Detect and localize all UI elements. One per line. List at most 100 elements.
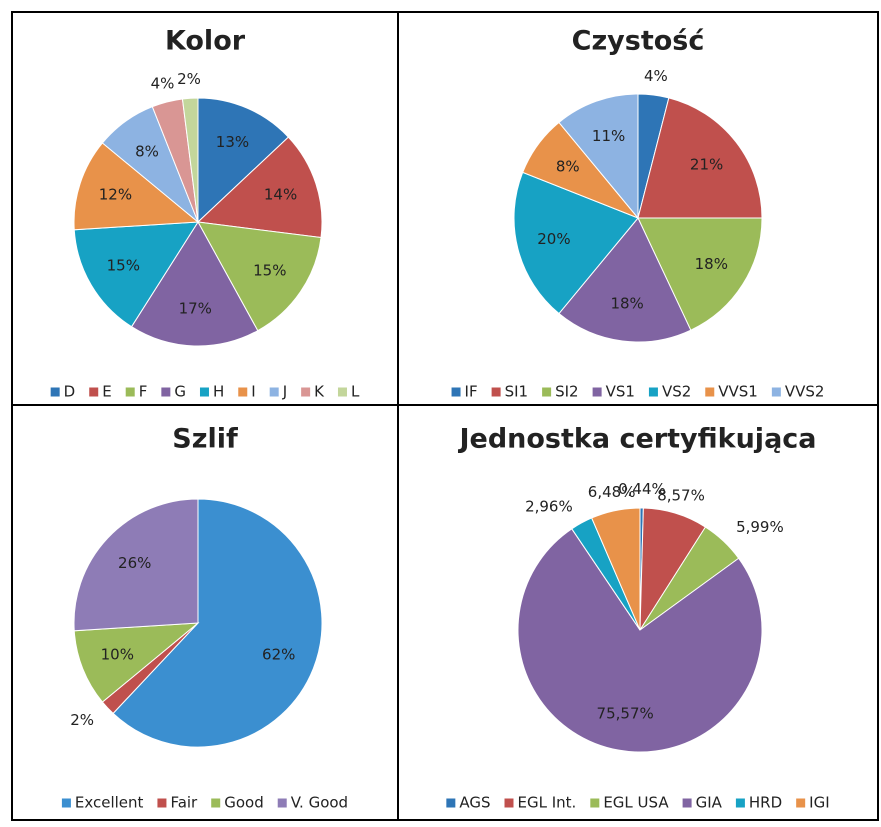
legend-label: G xyxy=(174,383,186,401)
legend-swatch xyxy=(277,798,287,808)
data-label: 2% xyxy=(177,70,201,88)
legend-swatch xyxy=(796,798,806,808)
data-label: 75,57% xyxy=(597,705,654,723)
pie-slice xyxy=(637,217,763,331)
legend-label: E xyxy=(102,383,111,401)
chart-title: Kolor xyxy=(165,26,246,57)
legend-swatch xyxy=(682,798,692,808)
legend-label: EGL Int. xyxy=(518,794,577,812)
data-label: 13% xyxy=(216,133,249,151)
data-label: 5,99% xyxy=(736,518,784,536)
pie-slice xyxy=(73,622,200,703)
data-label: 15% xyxy=(107,257,140,275)
legend-label: D xyxy=(64,383,76,401)
legend-label: Good xyxy=(224,794,264,812)
pie-slice xyxy=(558,93,639,220)
data-label: 8% xyxy=(135,142,159,160)
legend-label: VVS1 xyxy=(718,383,758,401)
legend-label: Excellent xyxy=(75,794,144,812)
frame xyxy=(11,11,879,821)
data-label: 21% xyxy=(690,155,723,173)
data-label: 12% xyxy=(99,186,132,204)
pie-slice xyxy=(112,498,323,748)
data-label: 2% xyxy=(70,711,94,729)
legend-swatch xyxy=(199,387,209,397)
data-label: 8% xyxy=(556,157,580,175)
pie-slice xyxy=(73,142,200,231)
data-label: 11% xyxy=(592,127,625,145)
data-label: 18% xyxy=(610,295,643,313)
pie-slice xyxy=(196,136,323,239)
legend-swatch xyxy=(125,387,135,397)
legend-swatch xyxy=(491,387,501,397)
legend-label: I xyxy=(251,383,255,401)
data-label: 6,48% xyxy=(588,483,636,501)
legend-swatch xyxy=(61,798,71,808)
legend-label: IF xyxy=(465,383,478,401)
pie-slice xyxy=(197,97,290,224)
legend-label: F xyxy=(139,383,148,401)
chart-title: Czystość xyxy=(572,26,705,57)
legend-swatch xyxy=(337,387,347,397)
legend-label: AGS xyxy=(459,794,490,812)
pie-slice xyxy=(73,498,199,632)
legend-label: J xyxy=(282,383,287,401)
legend-swatch xyxy=(590,798,600,808)
data-label: 8,57% xyxy=(657,486,705,504)
legend-label: IGI xyxy=(809,794,829,812)
data-label: 2,96% xyxy=(525,497,573,515)
pie-slice xyxy=(181,97,199,223)
legend-label: VS1 xyxy=(606,383,635,401)
data-label: 14% xyxy=(264,186,297,204)
legend-label: VS2 xyxy=(662,383,691,401)
chart-title: Szlif xyxy=(172,424,238,455)
legend-label: SI1 xyxy=(505,383,529,401)
legend-swatch xyxy=(648,387,658,397)
legend-label: SI2 xyxy=(555,383,579,401)
legend-swatch xyxy=(451,387,461,397)
pie-slice xyxy=(513,171,639,315)
legend-label: GIA xyxy=(696,794,723,812)
pie-slice xyxy=(197,221,322,332)
data-label: 4% xyxy=(151,74,175,92)
legend-swatch xyxy=(161,387,171,397)
legend-swatch xyxy=(269,387,279,397)
data-label: 10% xyxy=(101,645,134,663)
legend-swatch xyxy=(542,387,552,397)
legend-swatch xyxy=(238,387,248,397)
legend-swatch xyxy=(771,387,781,397)
legend-swatch xyxy=(735,798,745,808)
legend-swatch xyxy=(705,387,715,397)
legend-swatch xyxy=(89,387,99,397)
pie-slice xyxy=(130,221,259,347)
pie-slice xyxy=(591,507,641,631)
legend-label: K xyxy=(314,383,325,401)
pie-slice xyxy=(73,221,199,328)
pie-slice xyxy=(558,217,692,343)
legend-swatch xyxy=(50,387,60,397)
data-label: 62% xyxy=(262,645,295,663)
data-label: 17% xyxy=(179,299,212,317)
pie-slice xyxy=(637,97,763,219)
legend-label: HRD xyxy=(749,794,782,812)
legend-label: Fair xyxy=(170,794,198,812)
legend-label: L xyxy=(351,383,360,401)
chart-title: Jednostka certyfikująca xyxy=(457,424,816,455)
legend-swatch xyxy=(592,387,602,397)
legend-swatch xyxy=(301,387,311,397)
legend-label: VVS2 xyxy=(785,383,825,401)
data-label: 18% xyxy=(695,255,728,273)
legend-swatch xyxy=(446,798,456,808)
legend-label: V. Good xyxy=(291,794,348,812)
legend-swatch xyxy=(504,798,514,808)
data-label: 15% xyxy=(253,261,286,279)
legend-swatch xyxy=(211,798,221,808)
data-label: 4% xyxy=(644,67,668,85)
legend-label: H xyxy=(213,383,224,401)
legend-swatch xyxy=(157,798,167,808)
data-label: 0,44% xyxy=(618,480,666,498)
pie-slice xyxy=(517,528,763,753)
data-label: 20% xyxy=(537,230,570,248)
data-label: 26% xyxy=(118,554,151,572)
